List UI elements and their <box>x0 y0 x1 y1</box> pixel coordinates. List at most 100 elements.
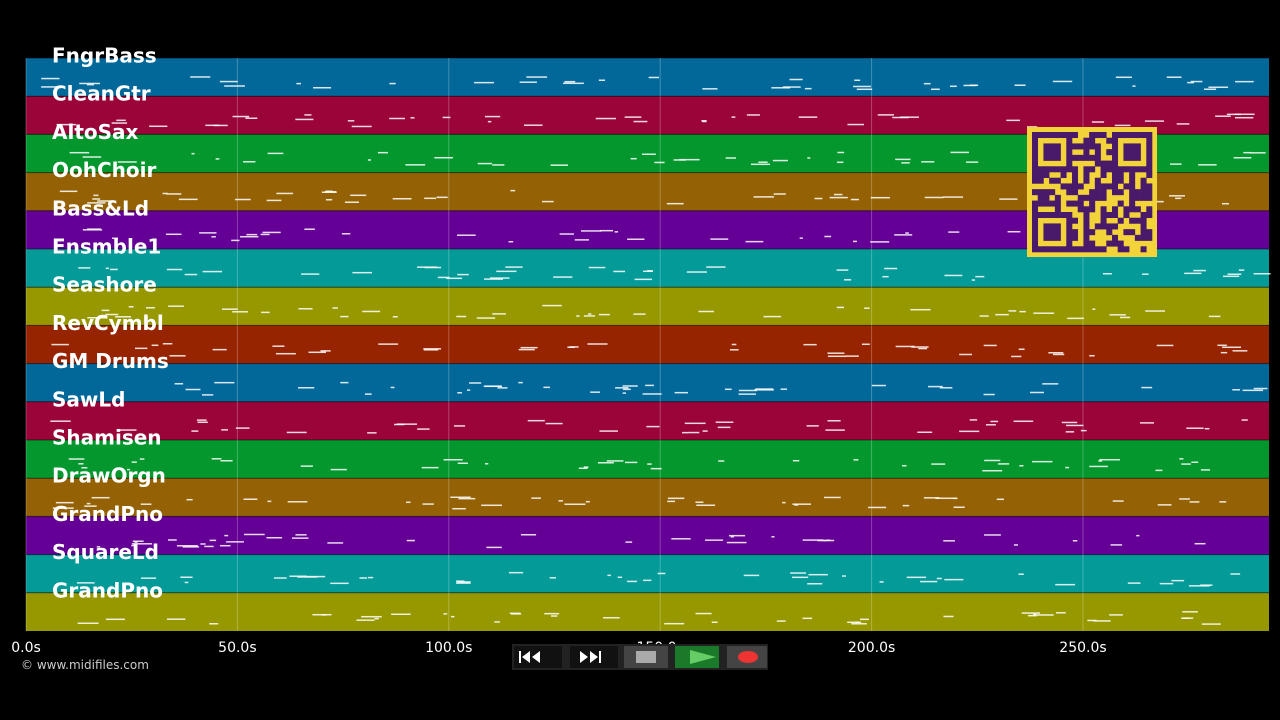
note <box>211 236 216 238</box>
note <box>272 345 285 347</box>
qr-cell <box>1129 194 1136 201</box>
note <box>101 309 110 312</box>
rewind-button[interactable] <box>514 646 562 668</box>
qr-cell <box>1083 172 1090 179</box>
qr-cell <box>1146 137 1153 144</box>
note <box>1156 344 1174 347</box>
note <box>1089 354 1095 357</box>
note <box>180 576 193 579</box>
note <box>140 503 152 505</box>
qr-cell <box>1043 223 1050 230</box>
qr-cell <box>1066 149 1073 156</box>
note <box>1223 275 1240 278</box>
note <box>726 541 747 544</box>
note <box>1119 316 1131 319</box>
note <box>226 541 244 543</box>
note <box>684 422 706 425</box>
note <box>313 87 332 89</box>
note <box>52 507 74 509</box>
qr-cell <box>1146 229 1153 236</box>
note <box>564 80 576 83</box>
track-name: DrawOrgn <box>52 464 166 488</box>
note <box>1230 573 1241 575</box>
qr-cell <box>1100 166 1107 173</box>
note <box>1067 317 1084 320</box>
note <box>1112 500 1124 502</box>
note <box>1219 501 1227 503</box>
qr-cell <box>1100 223 1107 230</box>
note <box>728 534 746 537</box>
note <box>1027 614 1037 617</box>
note <box>745 240 764 243</box>
qr-cell <box>1146 183 1153 190</box>
note <box>1171 579 1185 582</box>
note <box>825 429 845 431</box>
note <box>492 313 506 315</box>
stop-button[interactable] <box>624 646 668 668</box>
note <box>574 239 589 241</box>
note <box>139 458 145 460</box>
note <box>1102 272 1112 275</box>
qr-cell <box>1089 240 1096 247</box>
note <box>776 620 786 622</box>
qr-cell <box>1106 212 1113 219</box>
note <box>1253 273 1271 275</box>
qr-cell <box>1066 200 1073 207</box>
qr-cell <box>1146 143 1153 150</box>
qr-cell <box>1066 183 1073 190</box>
note <box>969 84 979 86</box>
note <box>508 571 524 574</box>
note <box>731 343 737 346</box>
note <box>1157 504 1172 506</box>
qr-cell <box>1054 177 1061 184</box>
note <box>231 239 240 242</box>
qr-cell <box>1072 234 1079 241</box>
note <box>900 116 919 118</box>
note <box>110 268 118 271</box>
note <box>486 546 502 549</box>
note <box>377 151 388 154</box>
qr-cell <box>1089 137 1096 144</box>
qr-cell <box>1134 143 1141 150</box>
qr-cell <box>1106 137 1113 144</box>
note <box>842 575 847 577</box>
note <box>1014 84 1026 86</box>
record-button[interactable] <box>727 646 767 668</box>
note <box>261 311 270 314</box>
note <box>711 621 718 624</box>
note <box>794 504 799 506</box>
note <box>654 161 665 164</box>
note <box>861 343 870 346</box>
note <box>423 349 439 351</box>
qr-cell <box>1094 189 1101 196</box>
note <box>1140 422 1155 424</box>
qr-cell <box>1089 200 1096 207</box>
note <box>531 497 541 499</box>
play-button[interactable] <box>675 646 719 668</box>
note <box>578 467 588 470</box>
track-name: GM Drums <box>52 349 169 373</box>
qr-cell <box>1049 132 1056 139</box>
note <box>1144 120 1165 122</box>
note <box>623 388 631 391</box>
note <box>105 313 119 316</box>
note <box>763 315 782 318</box>
qr-cell <box>1066 166 1073 173</box>
forward-button[interactable] <box>570 646 618 668</box>
note <box>754 389 774 391</box>
note <box>1242 389 1264 392</box>
qr-cell <box>1032 229 1039 236</box>
qr-cell <box>1140 234 1147 241</box>
labels: FngrBass CleanGtr AltoSax OohChoir Bass&Ld En… <box>11 44 1106 657</box>
note <box>696 504 716 507</box>
qr-cell <box>1066 137 1073 144</box>
note <box>320 350 331 352</box>
qr-cell <box>1049 177 1056 184</box>
note <box>729 349 739 351</box>
qr-cell <box>1077 194 1084 201</box>
note <box>597 462 614 464</box>
qr-cell <box>1060 183 1067 190</box>
note <box>990 420 999 423</box>
note <box>1208 86 1229 89</box>
note <box>518 381 523 384</box>
